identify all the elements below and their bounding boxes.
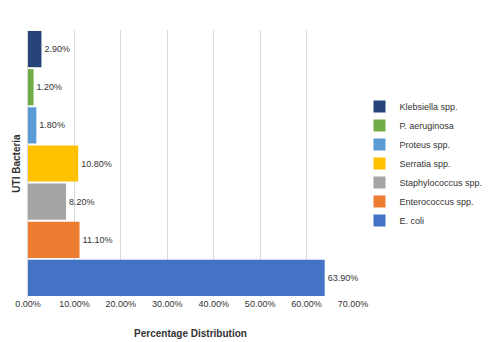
svg-text:0.00%: 0.00%	[15, 299, 41, 309]
svg-text:1.80%: 1.80%	[39, 120, 65, 130]
svg-text:P. aeruginosa: P. aeruginosa	[400, 121, 454, 131]
svg-text:Proteus spp.: Proteus spp.	[400, 140, 451, 150]
svg-text:Staphylococcus spp.: Staphylococcus spp.	[400, 178, 483, 188]
svg-text:30.00%: 30.00%	[152, 299, 183, 309]
svg-text:UTI Bacteria: UTI Bacteria	[11, 134, 22, 193]
svg-text:8.20%: 8.20%	[69, 197, 95, 207]
svg-text:Enterococcus spp.: Enterococcus spp.	[400, 197, 474, 207]
svg-text:1.20%: 1.20%	[37, 82, 63, 92]
svg-text:Klebsiella spp.: Klebsiella spp.	[400, 102, 458, 112]
svg-text:60.00%: 60.00%	[291, 299, 322, 309]
svg-text:Percentage Distribution: Percentage Distribution	[134, 328, 247, 339]
svg-text:50.00%: 50.00%	[245, 299, 276, 309]
svg-text:E. coli: E. coli	[400, 216, 425, 226]
svg-text:10.00%: 10.00%	[59, 299, 90, 309]
svg-text:63.90%: 63.90%	[328, 273, 359, 283]
svg-text:11.10%: 11.10%	[83, 235, 113, 245]
svg-text:Serratia spp.: Serratia spp.	[400, 159, 451, 169]
svg-text:20.00%: 20.00%	[106, 299, 137, 309]
svg-text:10.80%: 10.80%	[81, 159, 112, 169]
svg-text:2.90%: 2.90%	[44, 44, 70, 54]
svg-text:40.00%: 40.00%	[198, 299, 229, 309]
svg-text:70.00%: 70.00%	[338, 299, 369, 309]
